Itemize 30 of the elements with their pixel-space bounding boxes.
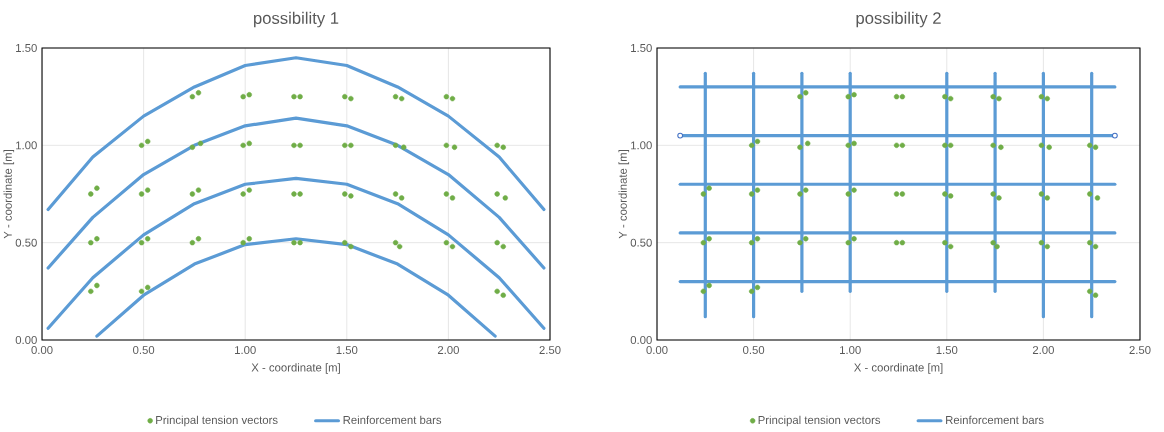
x-tick-label: 2.50 — [1129, 346, 1151, 355]
y-axis-title: Y - coordinate [m] — [618, 150, 630, 239]
y-axis-title: Y - coordinate [m] — [3, 150, 15, 239]
x-tick-label: 2.50 — [539, 346, 561, 355]
legend-label: Principal tension vectors — [156, 415, 278, 427]
legend-label: Reinforcement bars — [946, 415, 1044, 424]
x-tick-label: 2.00 — [437, 346, 459, 355]
x-axis-title: X - coordinate [m] — [854, 363, 943, 374]
x-tick-label: 1.00 — [235, 346, 256, 355]
x-tick-label: 1.50 — [336, 346, 358, 355]
y-tick-label: 0.50 — [15, 238, 37, 247]
y-tick-label: 0.50 — [630, 238, 652, 247]
y-tick-label: 1.50 — [16, 43, 37, 52]
x-tick-label: 0.00 — [646, 346, 668, 355]
chart-title: possibility 2 — [856, 11, 941, 28]
x-tick-label: 0.50 — [743, 346, 765, 355]
x-tick-label: 2.00 — [1032, 346, 1054, 355]
x-tick-label: 1.00 — [840, 346, 861, 355]
y-tick-label: 0.00 — [630, 335, 652, 344]
x-tick-label: 0.00 — [31, 346, 53, 355]
y-tick-label: 1.00 — [16, 141, 37, 150]
y-tick-label: 1.50 — [631, 43, 652, 52]
legend-label: Principal tension vectors — [758, 415, 881, 427]
x-tick-label: 1.50 — [936, 346, 958, 355]
y-tick-label: 1.00 — [631, 141, 652, 150]
chart-title: possibility 1 — [254, 11, 339, 28]
x-axis-title: X - coordinate [m] — [251, 363, 340, 374]
x-tick-label: 0.50 — [133, 346, 155, 355]
y-tick-label: 0.00 — [15, 335, 37, 344]
legend-label: Reinforcement bars — [343, 415, 442, 424]
